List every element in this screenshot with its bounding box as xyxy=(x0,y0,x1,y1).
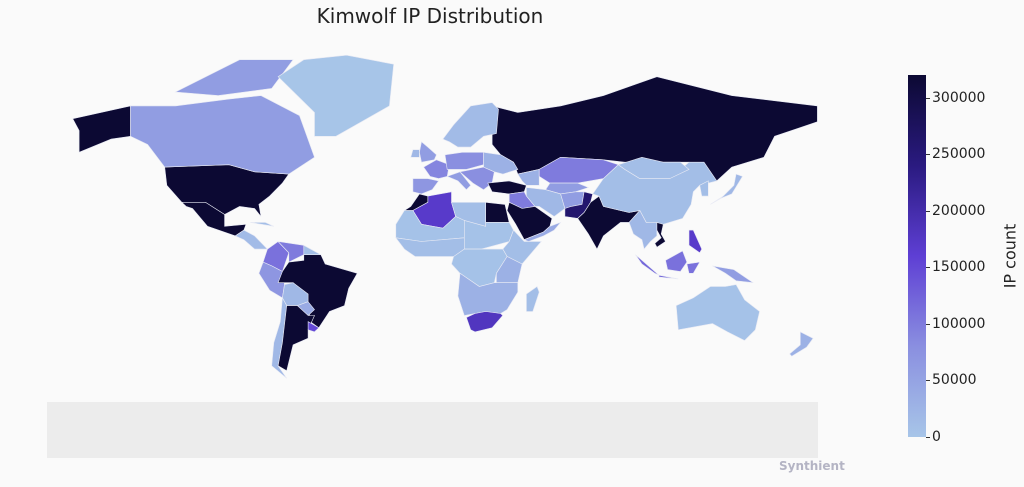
region-uruguay[interactable]: Uruguay: 150000 xyxy=(307,321,320,333)
region-sulawesi[interactable]: Sulawesi: 110000 xyxy=(686,261,701,274)
colorbar-tick: 100000 xyxy=(925,315,986,332)
region-southern-africa[interactable]: Southern Africa: 30000 xyxy=(457,272,519,316)
region-new-zealand[interactable]: New Zealand: 30000 xyxy=(789,331,814,357)
colorbar-tick: 250000 xyxy=(925,146,986,163)
region-venezuela[interactable]: Venezuela: 100000 xyxy=(277,241,305,263)
region-pakistan[interactable]: Pakistan: 260000 xyxy=(564,191,594,219)
region-united-kingdom[interactable]: United Kingdom: 60000 xyxy=(419,141,437,163)
colorbar-label: IP count xyxy=(1000,223,1020,289)
world-map: United States: 320000Alaska: 320000Canad… xyxy=(47,54,818,458)
colorbar-tick: 150000 xyxy=(925,259,986,276)
chart-title: Kimwolf IP Distribution xyxy=(316,4,544,28)
region-vietnam[interactable]: Vietnam: 320000 xyxy=(654,221,666,248)
region-alaska[interactable]: Alaska: 320000 xyxy=(72,105,131,153)
region-caucasus[interactable]: Caucasus: 30000 xyxy=(517,169,540,186)
region-java[interactable]: Java: 120000 xyxy=(658,274,679,280)
region-madagascar[interactable]: Madagascar: 10000 xyxy=(526,286,540,312)
region-ireland[interactable]: Ireland: 20000 xyxy=(410,149,420,158)
region-italy[interactable]: Italy: 60000 xyxy=(446,171,472,191)
region-mongolia[interactable]: Mongolia: 10000 xyxy=(617,156,690,179)
region-south-africa[interactable]: South Africa: 180000 xyxy=(466,311,504,333)
region-yemen-oman[interactable]: Yemen/Oman: 40000 xyxy=(523,221,562,242)
region-sumatra[interactable]: Sumatra: 120000 xyxy=(635,254,660,276)
colorbar xyxy=(908,75,926,437)
region-central-europe[interactable]: Central Europe: 80000 xyxy=(444,152,484,170)
region-scandinavia[interactable]: Scandinavia: 15000 xyxy=(442,102,499,148)
region-greenland[interactable]: Greenland: 0 xyxy=(277,54,395,137)
region-australia[interactable]: Australia: 5000 xyxy=(675,284,760,341)
region-korea[interactable]: Korea: 10000 xyxy=(699,180,709,197)
region-canada[interactable]: Canada: 60000 xyxy=(130,95,315,175)
region-japan[interactable]: Japan: 20000 xyxy=(710,173,743,205)
region-new-guinea[interactable]: New Guinea: 60000 xyxy=(712,265,754,283)
region-borneo[interactable]: Borneo: 110000 xyxy=(665,250,688,272)
region-france[interactable]: France: 90000 xyxy=(423,159,450,179)
region-egypt[interactable]: Egypt: 320000 xyxy=(485,201,510,223)
region-iberia[interactable]: Iberia: 70000 xyxy=(412,178,440,195)
region-west-africa[interactable]: West Africa: 10000 xyxy=(395,237,465,257)
region-ukraine-belarus[interactable]: Ukraine/Belarus: 30000 xyxy=(483,151,519,175)
region-brazil[interactable]: Brazil: 320000 xyxy=(277,254,358,329)
colorbar-tick: 300000 xyxy=(925,89,986,106)
region-turkey[interactable]: Turkey: 320000 xyxy=(487,180,527,195)
antarctica-no-data xyxy=(47,402,818,458)
colorbar-tick: 50000 xyxy=(926,372,977,389)
watermark: Synthient xyxy=(779,459,845,473)
region-canadian-arctic[interactable]: Canadian Arctic: 60000 xyxy=(174,59,294,96)
colorbar-tick: 0 xyxy=(926,429,941,445)
region-central-america[interactable]: Central America: 15000 xyxy=(234,229,269,250)
region-philippines[interactable]: Philippines: 170000 xyxy=(688,229,703,254)
region-argentina[interactable]: Argentina: 320000 xyxy=(277,305,315,372)
colorbar-tick: 200000 xyxy=(925,202,986,219)
region-cuba[interactable]: Cuba: 10000 xyxy=(250,222,274,227)
region-mainland-se-asia[interactable]: Mainland SE Asia: 20000 xyxy=(628,209,658,250)
